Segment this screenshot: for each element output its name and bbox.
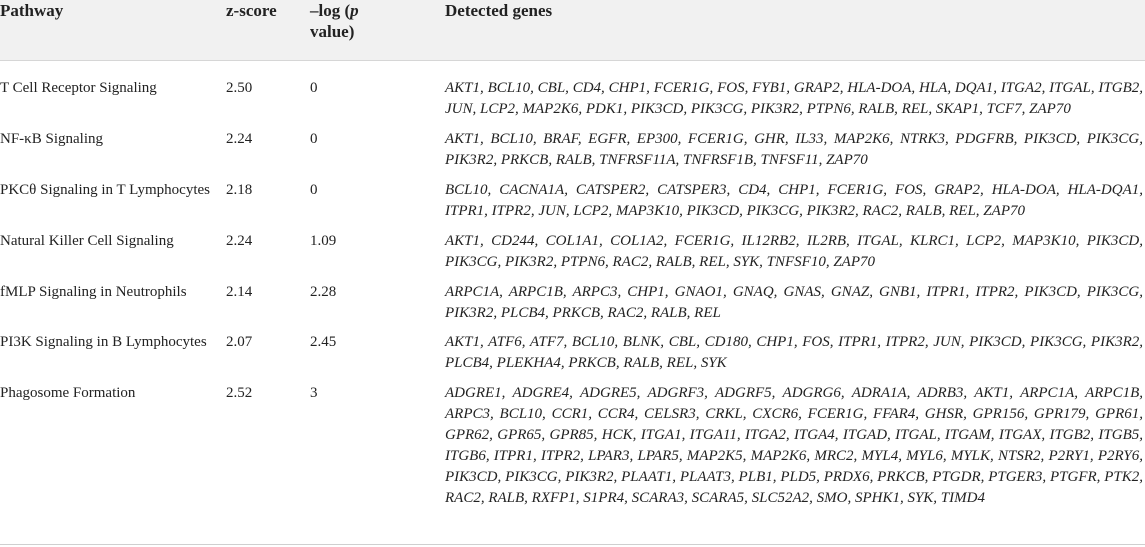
genes-cell: AKT1, BCL10, CBL, CD4, CHP1, FCER1G, FOS… [445, 80, 1143, 117]
genes-cell: AKT1, BCL10, BRAF, EGFR, EP300, FCER1G, … [445, 131, 1143, 168]
logp-cell: 2.28 [310, 284, 337, 300]
zscore-cell: 2.18 [226, 182, 253, 198]
header-logp: –log (p value) [310, 0, 420, 42]
genes-cell: AKT1, CD244, COL1A1, COL1A2, FCER1G, IL1… [445, 233, 1143, 270]
pathway-cell: NF-κB Signaling [0, 131, 103, 147]
zscore-cell: 2.24 [226, 131, 253, 147]
genes-cell: ADGRE1, ADGRE4, ADGRE5, ADGRF3, ADGRF5, … [445, 385, 1143, 506]
zscore-cell: 2.52 [226, 385, 253, 401]
zscore-cell: 2.50 [226, 80, 253, 96]
genes-cell: AKT1, ATF6, ATF7, BCL10, BLNK, CBL, CD18… [445, 334, 1143, 371]
header-pathway: Pathway [0, 1, 64, 20]
logp-cell: 2.45 [310, 334, 337, 350]
logp-cell: 1.09 [310, 233, 337, 249]
pathway-cell: Natural Killer Cell Signaling [0, 233, 174, 249]
genes-cell: ARPC1A, ARPC1B, ARPC3, CHP1, GNAO1, GNAQ… [445, 284, 1143, 321]
header-logp-prefix: –log ( [310, 1, 351, 20]
pathway-cell: PI3K Signaling in B Lymphocytes [0, 334, 207, 350]
header-zscore: z-score [226, 1, 277, 20]
genes-cell: BCL10, CACNA1A, CATSPER2, CATSPER3, CD4,… [445, 182, 1143, 219]
table-header: Pathway z-score –log (p value) Detected g… [0, 0, 1145, 61]
zscore-cell: 2.14 [226, 284, 253, 300]
logp-cell: 0 [310, 80, 318, 96]
logp-cell: 0 [310, 182, 318, 198]
zscore-cell: 2.07 [226, 334, 253, 350]
header-logp-p: p [350, 1, 359, 20]
pathway-cell: T Cell Receptor Signaling [0, 80, 157, 96]
pathway-cell: PKCθ Signaling in T Lymphocytes [0, 182, 210, 198]
header-genes: Detected genes [445, 1, 553, 20]
logp-cell: 0 [310, 131, 318, 147]
pathway-cell: Phagosome Formation [0, 385, 136, 401]
pathway-cell: fMLP Signaling in Neutrophils [0, 284, 187, 300]
header-logp-suffix: value) [310, 22, 355, 41]
logp-cell: 3 [310, 385, 318, 401]
table-bottom-rule [0, 544, 1145, 545]
zscore-cell: 2.24 [226, 233, 253, 249]
